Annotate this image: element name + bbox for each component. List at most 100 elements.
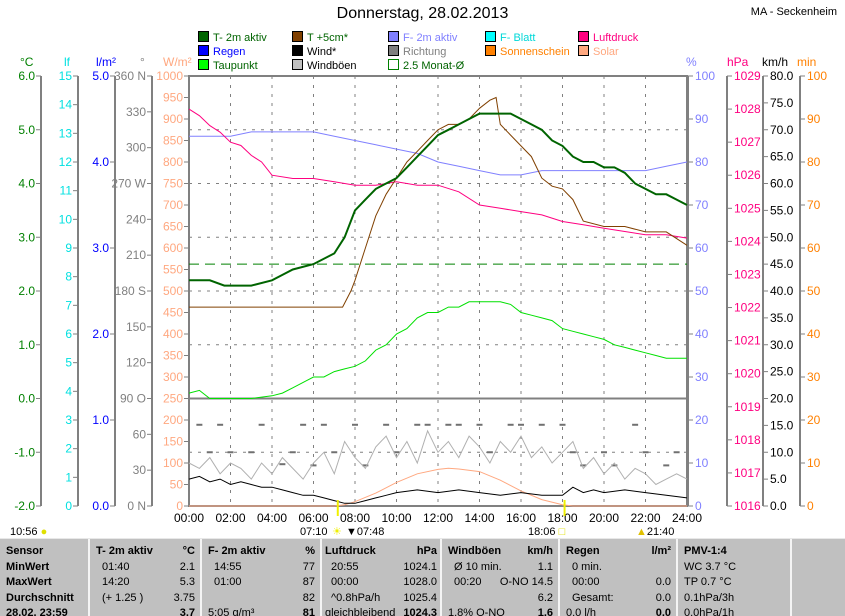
- direction-tick-label: 300: [126, 141, 146, 155]
- legend-item: Solar: [578, 45, 619, 58]
- legend-swatch-icon: [198, 45, 209, 56]
- pressure-tick-label: 1024: [734, 234, 761, 248]
- cell-value: 0.0: [655, 607, 671, 616]
- minutes-tick-label: 20: [807, 413, 821, 427]
- x-tick-label: 12:00: [423, 511, 453, 525]
- series-wind-: [188, 475, 688, 504]
- pressure-tick-label: 1021: [734, 334, 761, 348]
- x-tick-label: 10:00: [381, 511, 411, 525]
- celsius-tick-label: 0.0: [18, 392, 35, 406]
- column-header: Windböen km/h: [448, 545, 553, 557]
- pressure-tick-label: 1018: [734, 433, 761, 447]
- temp-column: T- 2m aktiv °C 01:40 2.1 14:20 5.3 (+ 1.25 ) 3.…: [88, 539, 200, 616]
- x-tick-label: 02:00: [215, 511, 245, 525]
- cell-label: (+ 1.25 ): [102, 591, 144, 604]
- legend-swatch-icon: [578, 31, 589, 42]
- pmv-value: 0.1hPa/3h: [684, 591, 735, 604]
- table-row: 20:55 1024.1: [325, 561, 437, 577]
- legend-item: Richtung: [388, 45, 446, 58]
- kmh-tick-label: 10.0: [770, 445, 794, 459]
- pressure-tick-label: 1027: [734, 135, 761, 149]
- legend-swatch-icon: [388, 31, 399, 42]
- row-label: 28.02. 23:59: [6, 607, 68, 616]
- humidity-tick-label: 10: [695, 456, 709, 470]
- cell-value: 1025.4: [403, 591, 437, 604]
- celsius-tick-label: 5.0: [18, 123, 35, 137]
- table-row: 0.0 l/h 0.0: [566, 607, 671, 616]
- minutes-tick-label: 10: [807, 456, 821, 470]
- solar-tick-label: 800: [163, 155, 183, 169]
- solar-unit-label: W/m²: [163, 55, 192, 69]
- pressure-unit-label: hPa: [727, 55, 749, 69]
- rain-tick-label: 0.0: [92, 499, 109, 513]
- legend-swatch-icon: [292, 31, 303, 42]
- cell-value: 82: [302, 591, 315, 604]
- minutes-tick-label: 30: [807, 370, 821, 384]
- pressure-tick-label: 1016: [734, 499, 761, 513]
- kmh-tick-label: 50.0: [770, 230, 794, 244]
- x-tick-label: 24:00: [672, 511, 702, 525]
- cell-value: 87: [302, 576, 315, 588]
- station-name: MA - Seckenheim: [750, 6, 837, 18]
- table-row: gleichbleibend 1024.3: [325, 607, 437, 616]
- table-row: 0 min.: [566, 561, 671, 577]
- humidity-tick-label: 90: [695, 112, 709, 126]
- celsius-tick-label: 4.0: [18, 177, 35, 191]
- moonrise-time: ▲21:40: [636, 526, 675, 538]
- rain-tick-label: 5.0: [92, 69, 109, 83]
- direction-tick-label: 180 S: [115, 284, 146, 298]
- solar-tick-label: 950: [163, 91, 183, 105]
- lf-tick-label: 15: [59, 69, 73, 83]
- direction-tick-label: 30: [133, 463, 147, 477]
- sunrise-time: 07:10: [300, 526, 328, 538]
- cell-value: 2.1: [179, 560, 195, 573]
- kmh-tick-label: 70.0: [770, 123, 794, 137]
- solar-tick-label: 100: [163, 456, 183, 470]
- table-row: 00:00 0.0: [566, 576, 671, 592]
- solar-tick-label: 700: [163, 198, 183, 212]
- legend-swatch-icon: [292, 59, 303, 70]
- series-luftdruck: [188, 108, 688, 239]
- kmh-unit-label: km/h: [762, 55, 788, 69]
- cell-label: [208, 592, 214, 604]
- x-tick-label: 06:00: [298, 511, 328, 525]
- celsius-tick-label: -2.0: [14, 499, 35, 513]
- solar-tick-label: 500: [163, 284, 183, 298]
- pmv-header: PMV-1:4: [684, 545, 727, 557]
- kmh-tick-label: 55.0: [770, 203, 794, 217]
- kmh-tick-label: 25.0: [770, 365, 794, 379]
- legend-item: T- 2m aktiv: [198, 31, 267, 44]
- pmv-value: WC 3.7 °C: [684, 560, 737, 573]
- table-row: (+ 1.25 ) 3.75: [96, 592, 195, 608]
- humidity-tick-label: 80: [695, 155, 709, 169]
- cell-value: 3.75: [173, 591, 195, 604]
- minutes-tick-label: 80: [807, 155, 821, 169]
- column-header: T- 2m aktiv °C: [96, 545, 195, 557]
- direction-tick-label: 330: [126, 105, 146, 119]
- pressure-tick-label: 1029: [734, 69, 761, 83]
- legend-item: Taupunkt: [198, 59, 258, 72]
- direction-tick-label: 150: [126, 320, 146, 334]
- lf-tick-label: 0: [65, 499, 72, 513]
- cell-label: Gesamt:: [572, 591, 614, 604]
- humidity-tick-label: 70: [695, 198, 709, 212]
- moonrise-icon: ▲: [636, 526, 647, 538]
- solar-tick-label: 550: [163, 263, 183, 277]
- table-row: 6.2: [448, 592, 553, 608]
- kmh-tick-label: 60.0: [770, 177, 794, 191]
- cell-label: [448, 592, 454, 604]
- cell-value: 1024.1: [403, 560, 437, 573]
- minutes-unit-label: min: [797, 55, 816, 69]
- table-row: 5:05 g/m³ 81: [208, 607, 315, 616]
- solar-tick-label: 400: [163, 327, 183, 341]
- solar-tick-label: 1000: [156, 69, 183, 83]
- direction-tick-label: 240: [126, 212, 146, 226]
- cell-label: 0.0 l/h: [566, 607, 596, 616]
- table-row: 00:20 O-NO 14.5: [448, 576, 553, 592]
- celsius-tick-label: 3.0: [18, 230, 35, 244]
- series-t-5cm-: [189, 96, 688, 308]
- pmv-column: PMV-1:4 WC 3.7 °C TP 0.7 °C 0.1hPa/3h 0.…: [676, 539, 790, 616]
- cell-value: O-NO 14.5: [499, 576, 553, 588]
- pressure-tick-label: 1017: [734, 466, 761, 480]
- pressure-column: Luftdruck hPa 20:55 1024.1 00:00 1028.0 ^0.8hP…: [320, 539, 440, 616]
